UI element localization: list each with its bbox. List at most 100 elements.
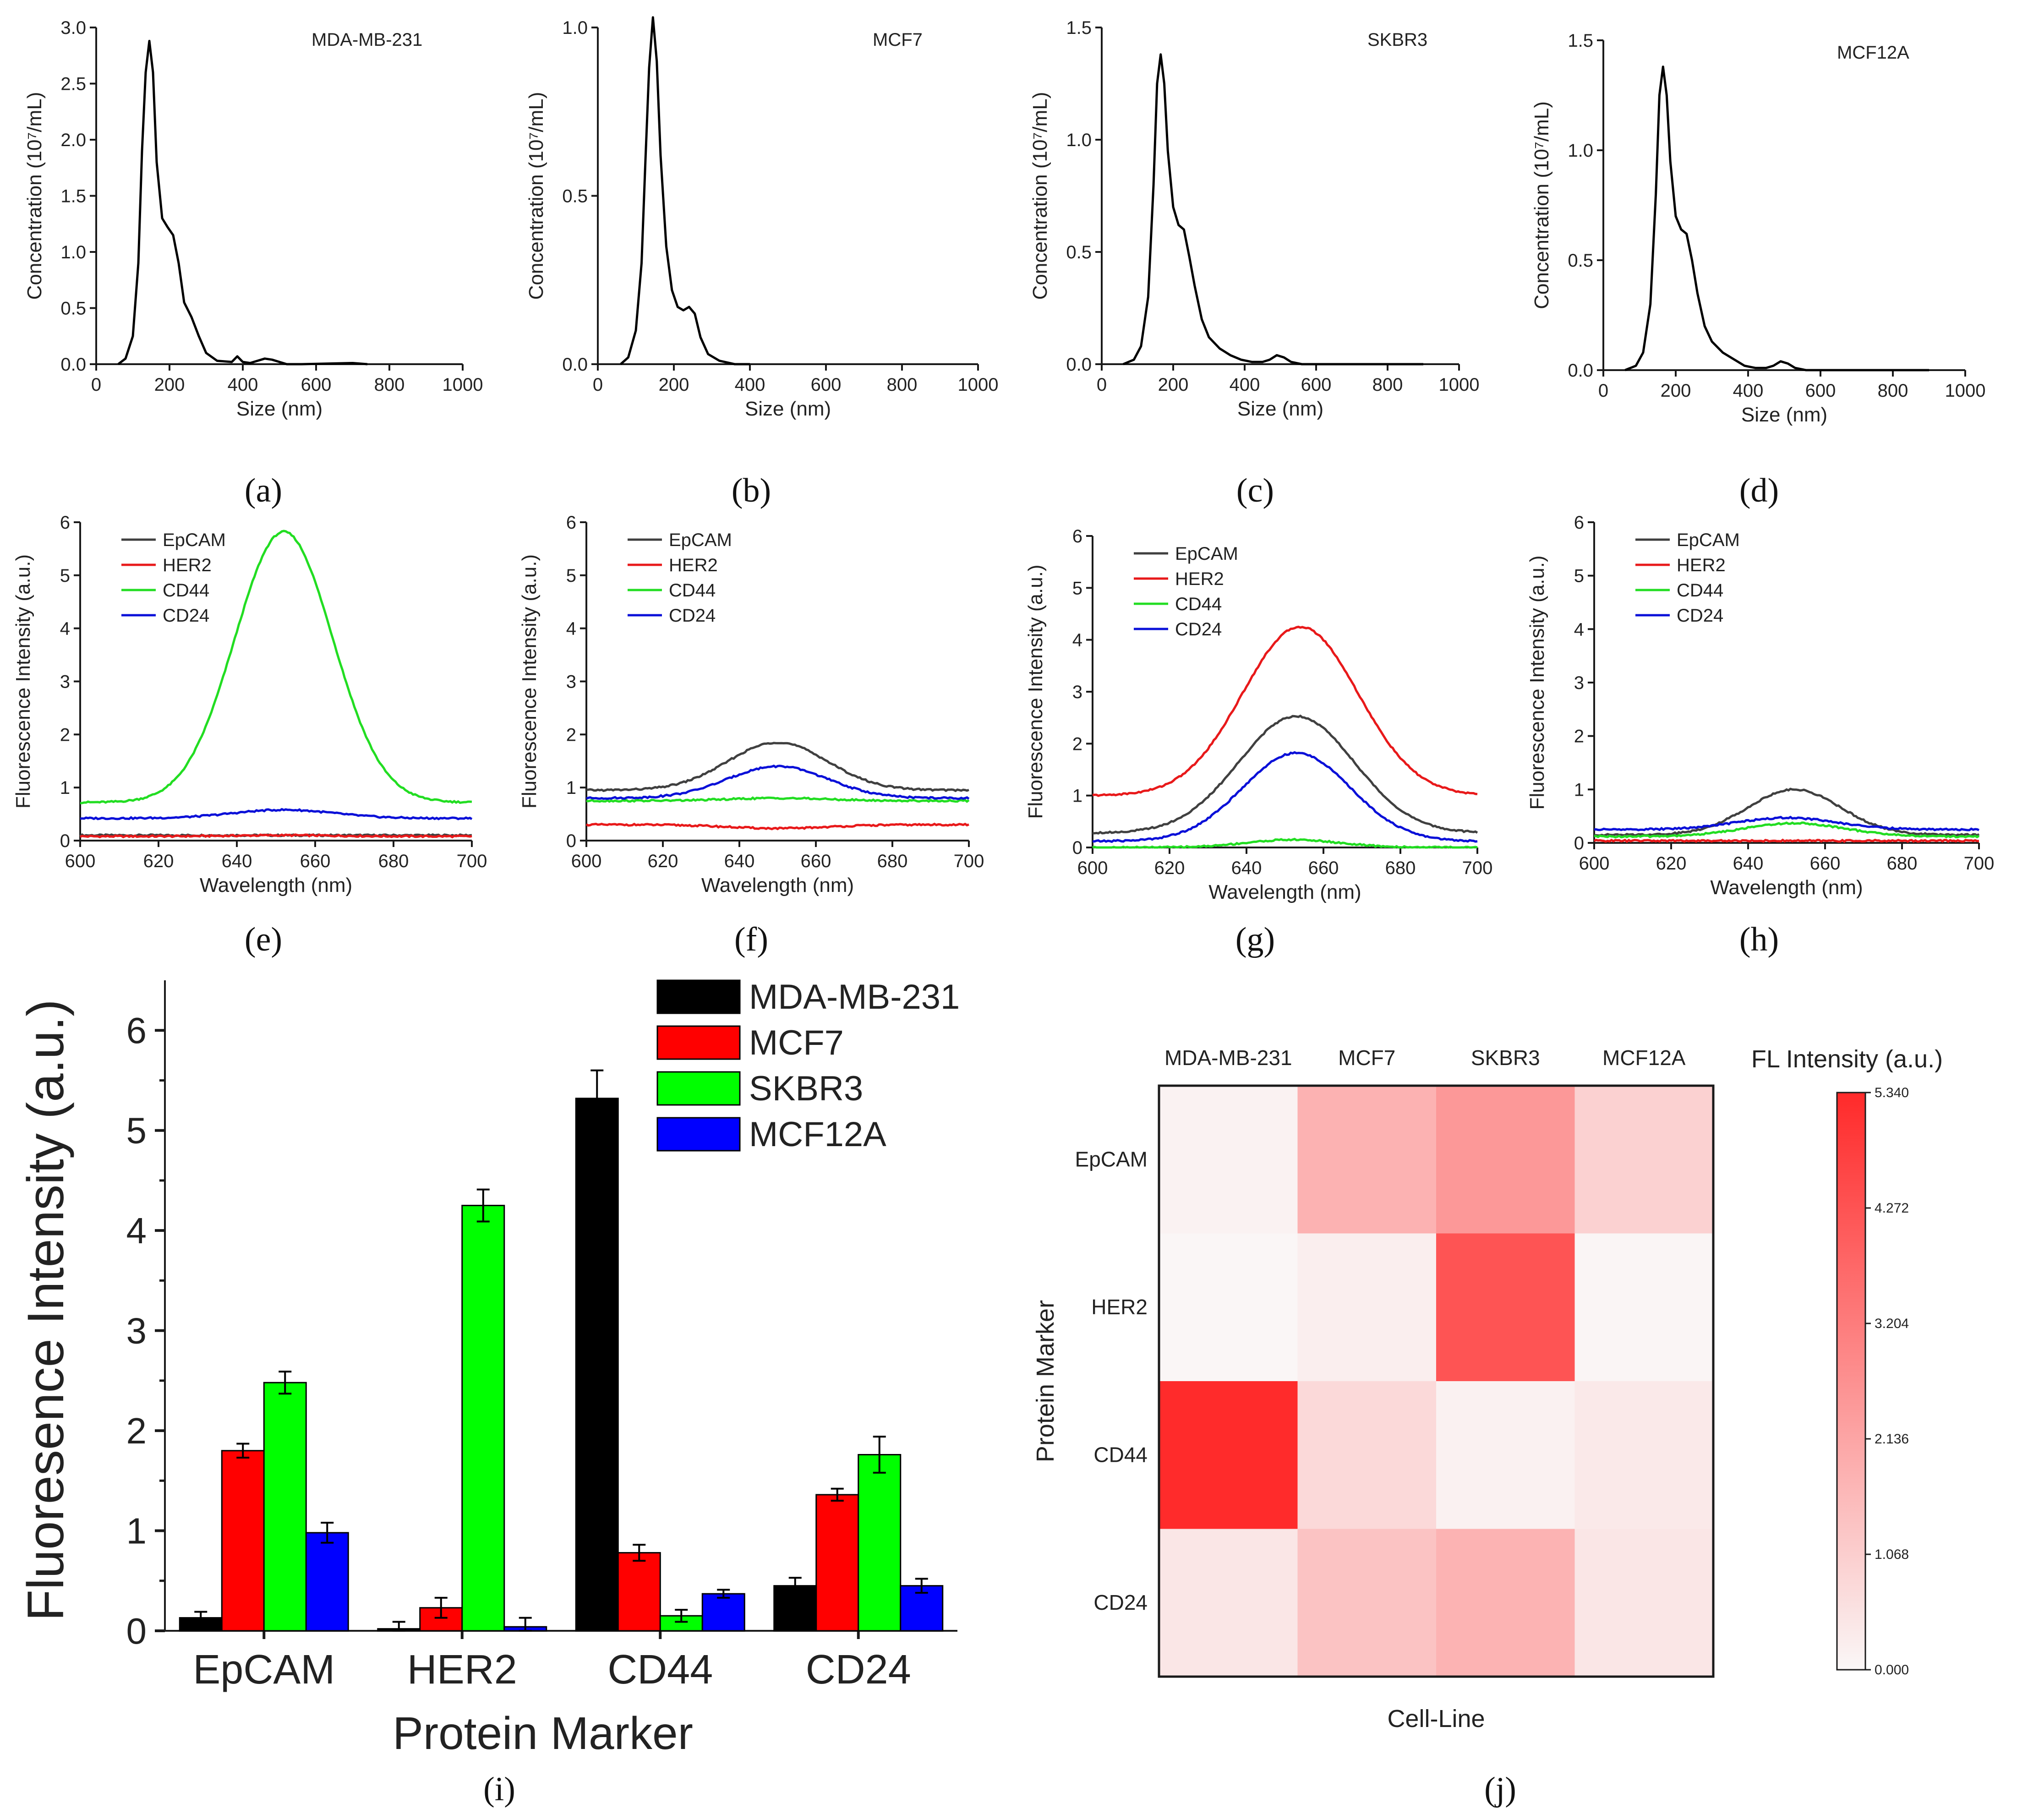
heatmap-cell-cd44-mcf7 <box>1297 1381 1436 1529</box>
heatmap-cell-cd24-mda-mb-231 <box>1159 1529 1298 1677</box>
bar-mcf12a-epcam <box>305 1532 349 1632</box>
colorbar-tick-label: 1.068 <box>1875 1547 1909 1562</box>
legend-swatch-skbr3 <box>656 1071 741 1106</box>
y-tick-label: 1 <box>1072 786 1082 806</box>
bar-mcf7-cd44 <box>617 1552 661 1632</box>
legend-label-her2: HER2 <box>1175 569 1224 589</box>
row-label: EpCAM <box>1075 1147 1148 1171</box>
y-tick-label: 0.5 <box>1066 242 1092 262</box>
panel-label-f: (f) <box>734 921 768 958</box>
y-tick-label: 6 <box>1072 526 1082 547</box>
chart-title: MCF12A <box>1837 43 1909 63</box>
legend-label-epcam: EpCAM <box>669 530 732 550</box>
y-axis-label: Concentration (10⁷/mL) <box>23 92 46 300</box>
panel-e: 600 620 640 660 680 700 0 1 2 3 4 5 6 Wavelength (nm)… <box>12 513 487 958</box>
x-tick-label: 1000 <box>1945 381 1986 401</box>
legend-label-cd44: CD44 <box>1175 594 1222 614</box>
y-tick-label: 2 <box>1072 734 1082 754</box>
legend-label-mcf7: MCF7 <box>749 1023 844 1062</box>
legend-label-her2: HER2 <box>1677 555 1726 575</box>
legend-label-mcf12a: MCF12A <box>749 1115 886 1154</box>
row-label: CD24 <box>1093 1590 1148 1614</box>
plot-c: 0 200 400 600 800 1000 0.0 0.5 1.0 1.5 Size (nm) Co… <box>1029 18 1479 420</box>
legend-label-epcam: EpCAM <box>1677 530 1740 550</box>
column-label: SKBR3 <box>1471 1046 1540 1070</box>
x-tick-label: 680 <box>1385 858 1416 878</box>
y-tick-label: 3 <box>1574 673 1584 693</box>
y-axis-label: Fluoresence Intensity (a.u.) <box>17 999 74 1621</box>
legend-label-mda-mb-231: MDA-MB-231 <box>749 978 960 1017</box>
bar-mcf7-cd24 <box>815 1494 859 1632</box>
x-tick-label: 620 <box>143 851 174 871</box>
y-tick-label: 1.5 <box>60 186 86 207</box>
y-tick-label: 2 <box>60 725 70 745</box>
column-label: MCF12A <box>1602 1046 1686 1070</box>
row-label: HER2 <box>1091 1295 1148 1319</box>
series-line-cd44 <box>1092 837 1478 849</box>
heatmap-cell-epcam-mcf7 <box>1297 1086 1436 1234</box>
y-tick-label: 0 <box>60 831 70 851</box>
y-tick-label: 1 <box>126 1511 147 1552</box>
y-tick-label: 1 <box>1574 780 1584 800</box>
y-axis-label: Concentration (10⁷/mL) <box>1531 101 1553 309</box>
heatmap-cell-cd44-mda-mb-231 <box>1159 1381 1298 1529</box>
y-tick-label: 5 <box>126 1110 147 1151</box>
panel-f: 600 620 640 660 680 700 0 1 2 3 4 5 6 Wavelength (nm)… <box>518 513 984 958</box>
y-tick-label: 3 <box>566 672 576 692</box>
heatmap-cell-her2-mcf12a <box>1574 1233 1713 1381</box>
panel-c: 0 200 400 600 800 1000 0.0 0.5 1.0 1.5 Size (nm) Co… <box>1029 18 1479 509</box>
panel-label-e: (e) <box>245 921 282 958</box>
bar-mcf12a-cd44 <box>701 1593 745 1632</box>
legend-label-her2: HER2 <box>669 555 718 575</box>
x-tick-label: 700 <box>954 851 984 871</box>
y-tick-label: 2.0 <box>60 130 86 150</box>
x-tick-label: 800 <box>1878 381 1908 401</box>
bar-skbr3-her2 <box>461 1205 505 1632</box>
x-tick-label: 600 <box>1579 853 1610 874</box>
y-tick-label: 6 <box>126 1010 147 1051</box>
y-tick-label: 4 <box>1072 630 1082 650</box>
heatmap-cell-cd44-mcf12a <box>1574 1381 1713 1529</box>
y-axis-label: Fluorescence Intensity (a.u.) <box>518 554 541 809</box>
series-line-epcam <box>1594 787 1980 837</box>
column-label: MCF7 <box>1338 1046 1395 1070</box>
x-tick-label: 400 <box>735 375 765 395</box>
heatmap-frame <box>1158 1084 1715 1678</box>
heatmap-cell-cd44-skbr3 <box>1436 1381 1575 1529</box>
x-tick-label: 600 <box>301 375 332 395</box>
series-line-size-distribution <box>1122 53 1423 366</box>
legend-swatch-mcf12a <box>656 1117 741 1152</box>
x-tick-label: 1000 <box>1439 375 1480 395</box>
y-tick-label: 2.5 <box>60 74 86 94</box>
heatmap-cell-her2-mcf7 <box>1297 1233 1436 1381</box>
y-axis-label: Fluorescence Intensity (a.u.) <box>12 554 34 809</box>
x-tick-label: 200 <box>1158 375 1189 395</box>
x-tick-label: CD24 <box>806 1647 911 1693</box>
heatmap-cell-cd24-mcf12a <box>1574 1529 1713 1677</box>
x-axis-label: Size (nm) <box>1237 398 1323 420</box>
y-tick-label: 4 <box>566 619 576 639</box>
bar-skbr3-cd24 <box>858 1454 902 1632</box>
panel-label-i: (i) <box>483 1771 515 1808</box>
series-line-cd44 <box>586 796 970 803</box>
x-axis-label: Wavelength (nm) <box>1208 881 1361 903</box>
plot-b: 0 200 400 600 800 1000 0.0 0.5 1.0 Size (nm) Conce… <box>525 16 998 420</box>
series-line-her2 <box>585 822 969 831</box>
series-line-her2 <box>79 833 472 839</box>
x-tick-label: 600 <box>65 851 96 871</box>
x-tick-label: 800 <box>1372 375 1403 395</box>
y-tick-label: 0.5 <box>1568 251 1593 271</box>
x-tick-label: 0 <box>593 375 603 395</box>
legend-label-cd24: CD24 <box>1175 619 1222 639</box>
legend-label-cd44: CD44 <box>163 580 209 601</box>
x-tick-label: 660 <box>1810 853 1841 874</box>
series-line-cd24 <box>586 765 970 800</box>
heatmap-cell-her2-skbr3 <box>1436 1233 1575 1381</box>
x-tick-label: 400 <box>1230 375 1260 395</box>
x-tick-label: 600 <box>1077 858 1108 878</box>
heatmap-cell-epcam-mcf12a <box>1574 1086 1713 1234</box>
y-tick-label: 1.5 <box>1568 31 1593 51</box>
series-line-cd44 <box>1594 821 1980 839</box>
x-tick-label: 0 <box>91 375 101 395</box>
